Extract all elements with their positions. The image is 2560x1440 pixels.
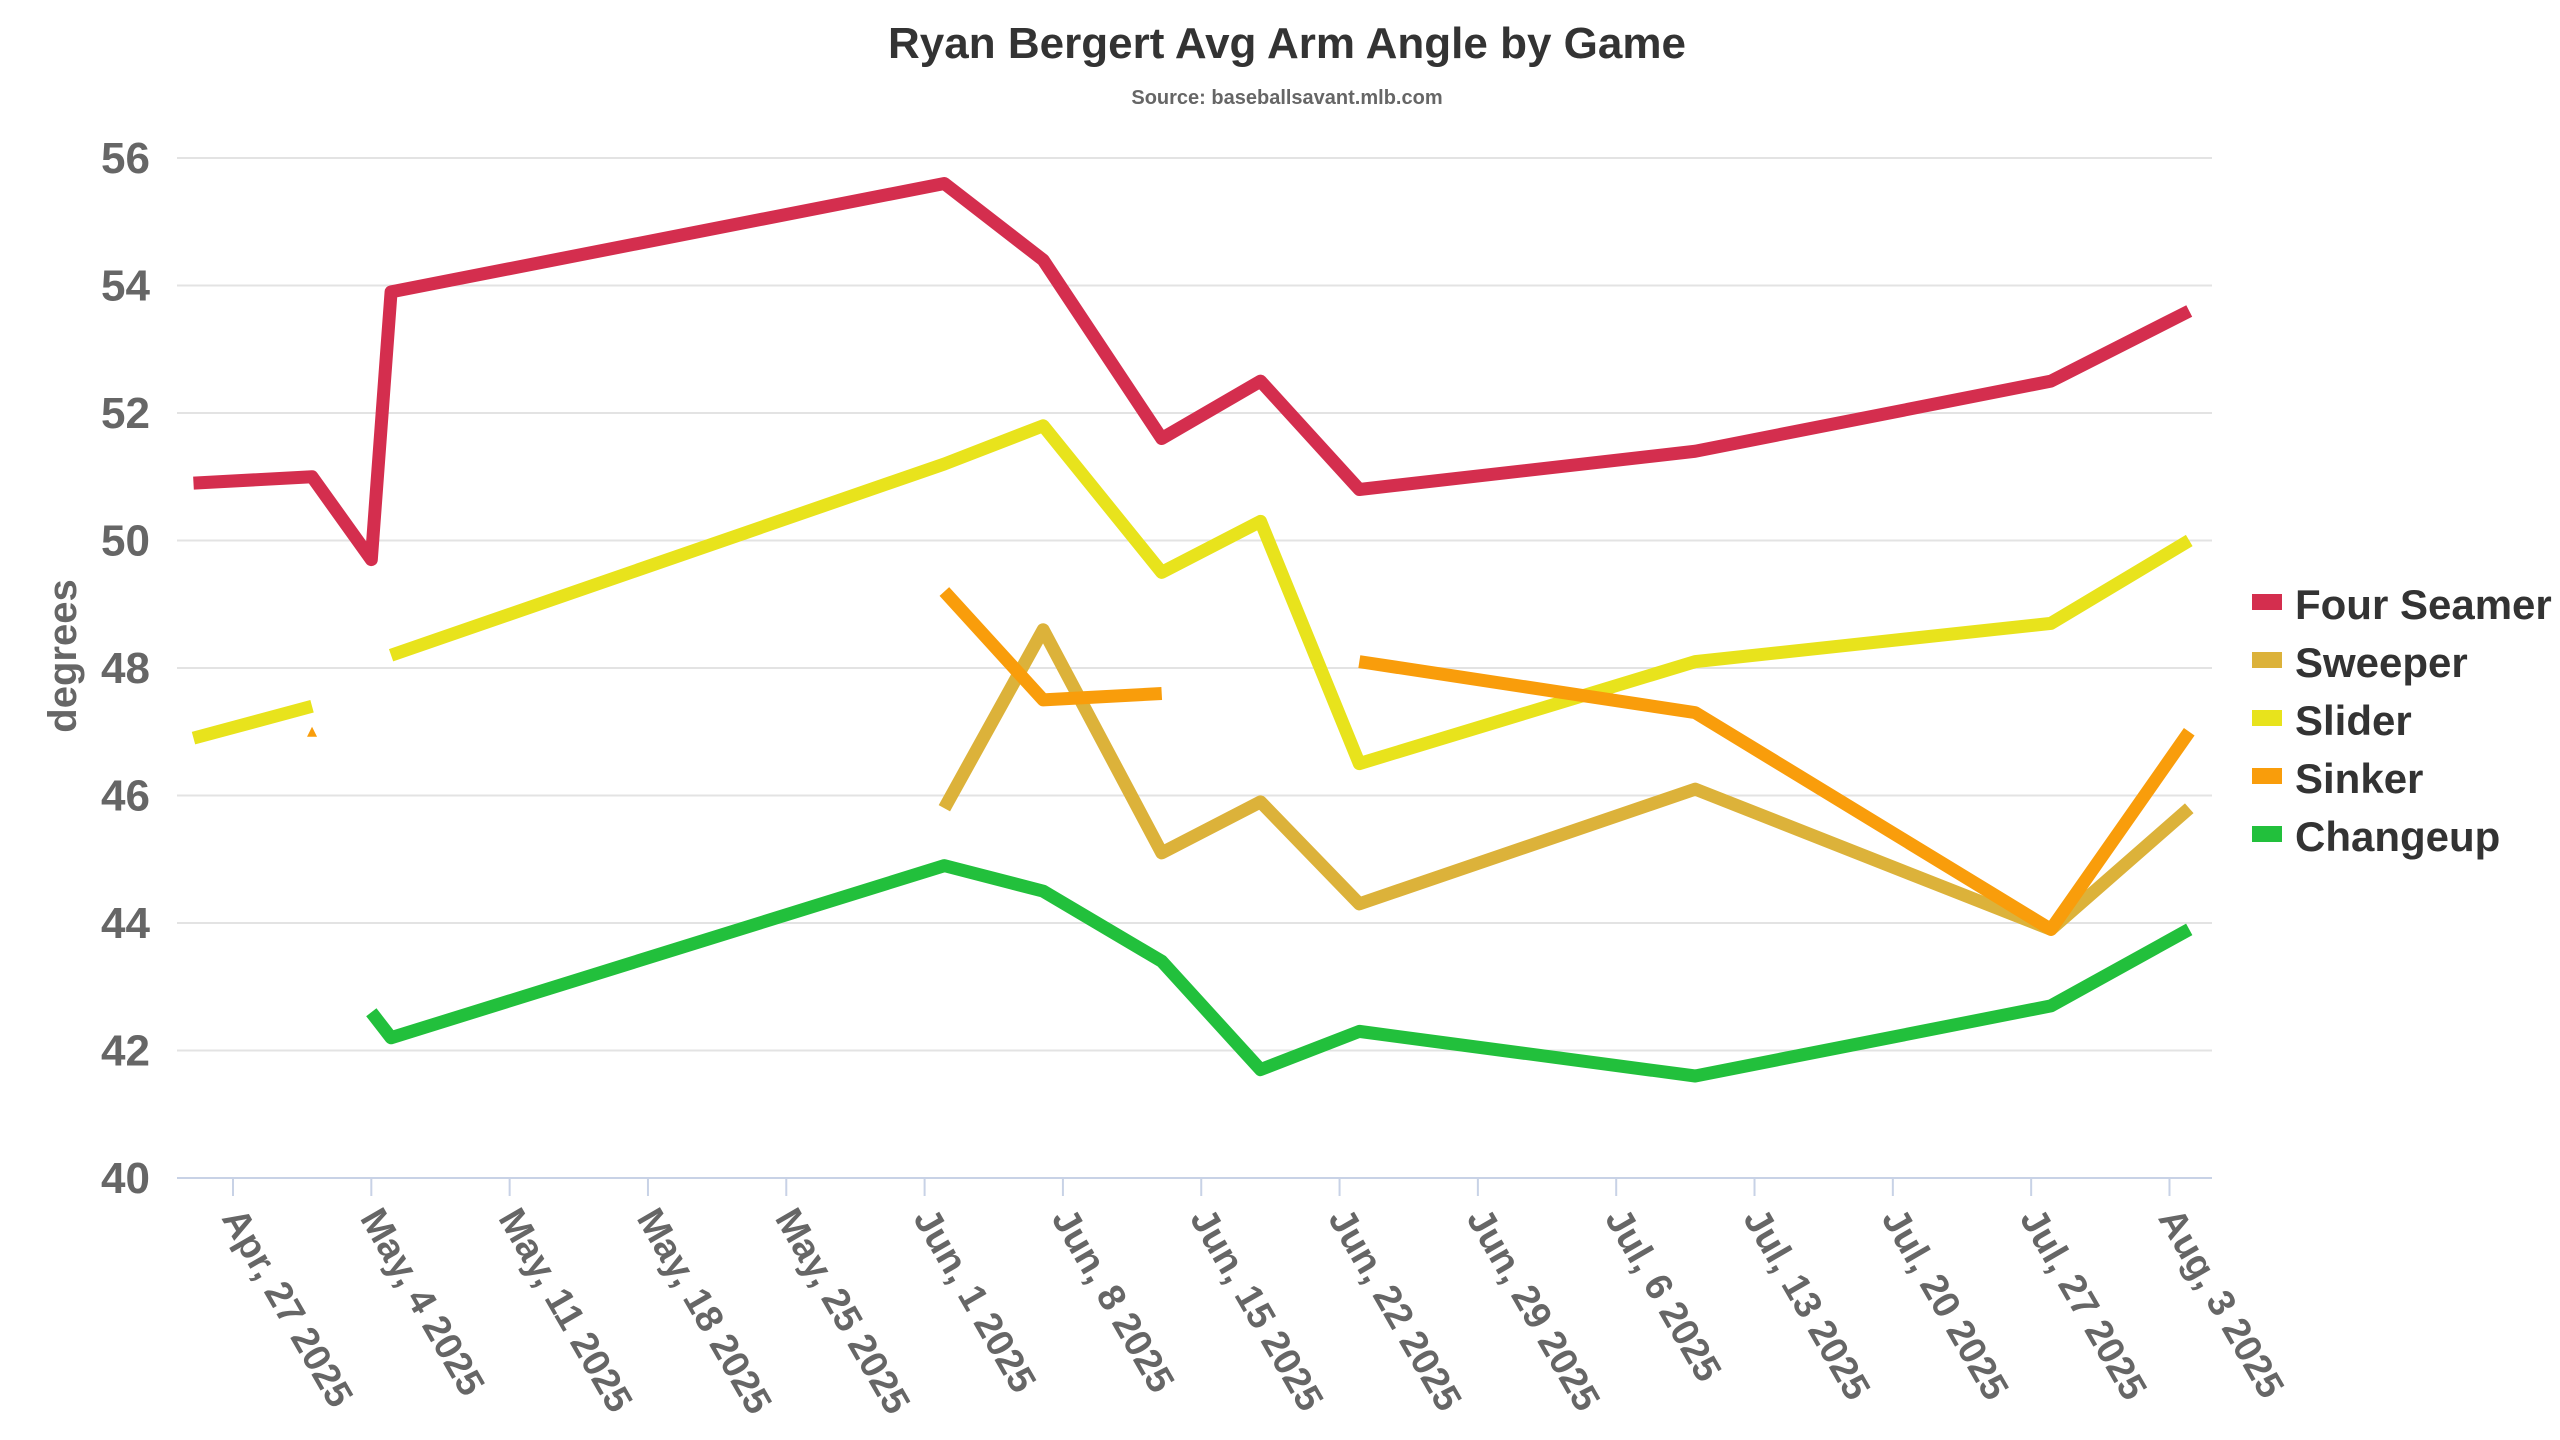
series-line-changeup <box>366 859 2193 1083</box>
legend-item-label[interactable]: Slider <box>2295 697 2412 744</box>
y-tick-label: 44 <box>101 899 150 948</box>
chart-subtitle: Source: baseballsavant.mlb.com <box>1131 87 1442 109</box>
x-tick-label: Jun, 8 2025 <box>1043 1202 1182 1400</box>
x-tick-label: Jun, 1 2025 <box>905 1202 1044 1400</box>
legend-swatch <box>2252 594 2282 610</box>
legend-item-label[interactable]: Changeup <box>2295 813 2500 860</box>
x-tick-label: Jun, 22 2025 <box>1320 1202 1469 1419</box>
series-point-sinker <box>307 726 318 737</box>
legend-item-label[interactable]: Sweeper <box>2295 639 2468 686</box>
y-tick-label: 48 <box>101 644 150 693</box>
series-lines <box>191 177 2195 1083</box>
gridlines <box>177 157 2212 1179</box>
series-line-sweeper <box>938 623 2194 936</box>
y-tick-label: 52 <box>101 389 150 438</box>
x-tick-label: Jul, 27 2025 <box>2011 1202 2154 1408</box>
y-axis-label: degrees <box>41 579 85 732</box>
x-tick-label: May, 11 2025 <box>490 1202 640 1420</box>
series-line-sinker <box>1358 655 2195 936</box>
y-tick-label: 50 <box>101 517 150 566</box>
x-tick-label: Jul, 13 2025 <box>1735 1202 1878 1408</box>
legend-swatch <box>2252 652 2282 668</box>
legend-swatch <box>2252 768 2282 784</box>
y-tick-label: 46 <box>101 772 150 821</box>
y-axis-ticks: 40 42 44 46 48 50 52 54 56 <box>101 134 150 1203</box>
x-tick-label: Jun, 29 2025 <box>1458 1202 1607 1419</box>
y-tick-label: 54 <box>101 262 150 311</box>
x-tick-label: Jul, 20 2025 <box>1873 1202 2016 1408</box>
series-line-sinker <box>939 587 1163 707</box>
x-tick-label: Apr, 27 2025 <box>213 1202 360 1415</box>
x-tick-label: Aug, 3 2025 <box>2150 1202 2292 1406</box>
legend: Four Seamer Sweeper Slider Sinker Changeup <box>2252 581 2552 860</box>
legend-swatch <box>2252 710 2282 726</box>
x-tick-label: Jun, 15 2025 <box>1181 1202 1330 1419</box>
series-line-slider <box>191 699 314 745</box>
legend-item-label[interactable]: Sinker <box>2295 755 2423 802</box>
y-tick-label: 42 <box>101 1027 150 1076</box>
chart-title: Ryan Bergert Avg Arm Angle by Game <box>888 19 1686 68</box>
x-tick-label: May, 4 2025 <box>352 1202 493 1404</box>
x-tick-label: May, 25 2025 <box>766 1202 917 1422</box>
series-line-slider <box>388 419 2193 771</box>
x-tick-label: May, 18 2025 <box>628 1202 779 1422</box>
y-tick-label: 40 <box>101 1154 150 1203</box>
x-tick-label: Jul, 6 2025 <box>1596 1202 1728 1389</box>
y-tick-label: 56 <box>101 134 150 183</box>
series-line-four-seamer <box>193 177 2193 567</box>
legend-item-label[interactable]: Four Seamer <box>2295 581 2552 628</box>
legend-swatch <box>2252 826 2282 842</box>
